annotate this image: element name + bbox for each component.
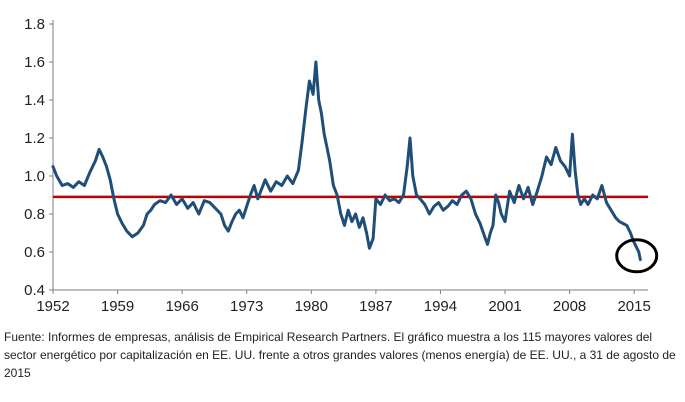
y-tick-label: 1.0	[24, 168, 45, 185]
x-tick-label: 1952	[36, 298, 69, 315]
x-tick-label: 2008	[553, 298, 586, 315]
x-tick-label: 1980	[295, 298, 328, 315]
highlight-circle	[615, 238, 659, 274]
x-tick-label: 1987	[359, 298, 392, 315]
y-tick-label: 1.2	[24, 130, 45, 147]
series-group	[51, 60, 642, 262]
y-tick-label: 1.8	[24, 16, 45, 33]
y-tick-label: 0.6	[24, 244, 45, 261]
annotation-group	[615, 238, 659, 274]
x-tick-label: 1994	[424, 298, 457, 315]
series-line-relative_valuation	[51, 60, 642, 262]
y-tick-label: 0.8	[24, 206, 45, 223]
x-axis: 1952 1959 1966 1973 1980 1987 1994 2001 2008 2015	[36, 289, 651, 315]
x-tick-label: 2001	[488, 298, 521, 315]
x-tick-label: 1973	[230, 298, 263, 315]
line-chart: 0.4 0.6 0.8 1.0 1.2 1.4 1.6 1.8 1952 1959 1966 197…	[24, 16, 659, 315]
source-footnote: Fuente: Informes de empresas, análisis d…	[4, 330, 676, 380]
y-tick-label: 1.6	[24, 54, 45, 71]
y-tick-label: 0.4	[24, 282, 45, 299]
y-axis: 0.4 0.6 0.8 1.0 1.2 1.4 1.6 1.8	[24, 16, 54, 299]
y-tick-label: 1.4	[24, 92, 45, 109]
x-tick-label: 1959	[101, 298, 134, 315]
x-tick-label: 1966	[165, 298, 198, 315]
x-tick-label: 2015	[617, 298, 650, 315]
